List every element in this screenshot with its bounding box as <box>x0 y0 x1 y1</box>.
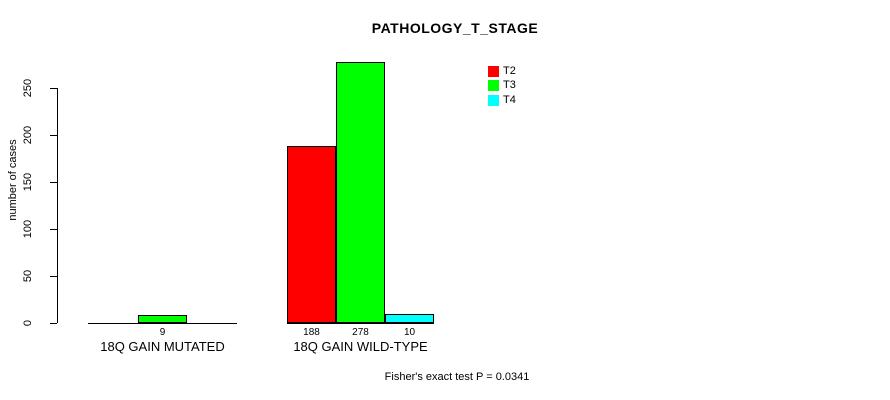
y-tick-label: 200 <box>22 125 34 145</box>
y-axis-line <box>57 88 58 323</box>
bar-value-label: 10 <box>403 327 416 338</box>
chart-title: PATHOLOGY_T_STAGE <box>371 20 539 36</box>
y-tick-mark <box>50 182 57 183</box>
bar-value-label: 9 <box>159 327 166 338</box>
bar-t3 <box>137 315 188 323</box>
bar-value-label: 188 <box>303 327 320 338</box>
legend-label: T2 <box>503 64 516 77</box>
bar-t2 <box>287 146 336 323</box>
stat-annotation: Fisher's exact test P = 0.0341 <box>384 371 530 383</box>
y-axis-label: number of cases <box>7 139 19 221</box>
legend-swatch-t2 <box>488 65 499 77</box>
group-label: 18Q GAIN WILD-TYPE <box>293 339 428 354</box>
legend-label: T3 <box>503 79 516 91</box>
y-tick-mark <box>50 323 57 324</box>
bar-value-label: 278 <box>352 327 369 338</box>
y-tick-label: 100 <box>22 219 34 239</box>
bar-t3 <box>336 62 385 323</box>
legend-swatch-t3 <box>488 80 499 91</box>
bar-t4 <box>385 314 434 323</box>
y-tick-mark <box>50 88 57 89</box>
legend-label: T4 <box>503 93 516 106</box>
legend-swatch-t4 <box>488 94 499 106</box>
y-tick-mark <box>50 135 57 136</box>
y-tick-label: 250 <box>22 78 34 98</box>
y-tick-label: 50 <box>22 269 34 283</box>
y-tick-label: 0 <box>22 319 34 327</box>
y-tick-mark <box>50 229 57 230</box>
group-label: 18Q GAIN MUTATED <box>100 339 225 354</box>
y-tick-mark <box>50 276 57 277</box>
x-axis-baseline <box>88 323 237 324</box>
x-axis-baseline <box>287 323 434 324</box>
y-tick-label: 150 <box>22 172 34 192</box>
